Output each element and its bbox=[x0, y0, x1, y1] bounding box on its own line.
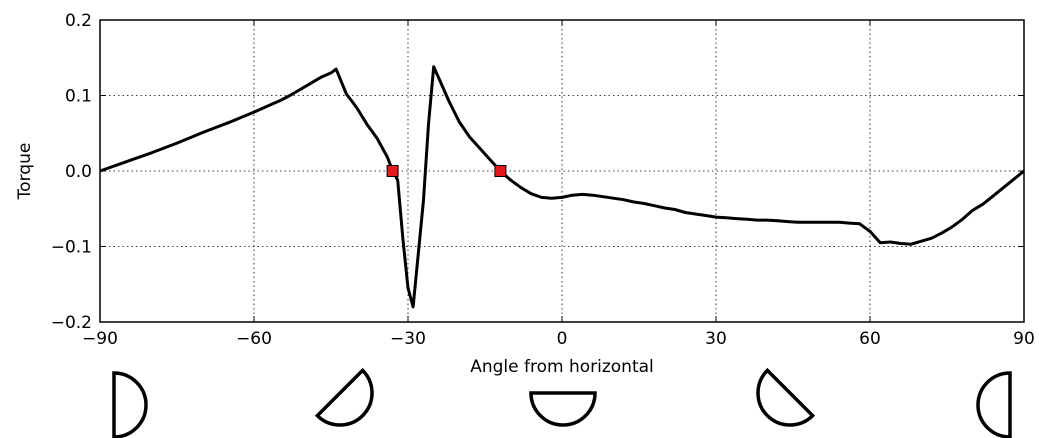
orientation-glyphs bbox=[112, 367, 1012, 438]
half-disk-tilted-icon bbox=[314, 367, 374, 427]
x-axis-label: Angle from horizontal bbox=[470, 357, 654, 377]
x-tick-label: 30 bbox=[705, 329, 727, 349]
half-disk-tilted-icon bbox=[756, 367, 816, 427]
axis-tick-labels: −90 −60 −30 0 30 60 90 −0.2 −0.1 0.0 0.1 0.2 bbox=[51, 11, 1035, 349]
marker-layer bbox=[386, 165, 507, 177]
y-tick-label: 0.0 bbox=[65, 162, 92, 182]
half-disk-flat-left-icon bbox=[976, 371, 1012, 438]
y-tick-label: −0.2 bbox=[51, 313, 92, 333]
half-disk-flat-top-icon bbox=[529, 391, 597, 427]
series-line bbox=[99, 65, 1025, 309]
series-layer bbox=[99, 65, 1025, 309]
equilibrium-marker bbox=[386, 165, 399, 177]
y-tick-label: 0.1 bbox=[65, 87, 92, 107]
axis-ticks bbox=[99, 19, 1025, 323]
y-axis-label: Torque bbox=[15, 143, 35, 201]
y-tick-label: 0.2 bbox=[65, 11, 92, 31]
x-tick-label: −30 bbox=[390, 329, 426, 349]
half-disk-flat-right-icon bbox=[112, 371, 148, 438]
x-tick-label: −60 bbox=[236, 329, 272, 349]
y-tick-label: −0.1 bbox=[51, 238, 92, 258]
x-tick-label: −90 bbox=[82, 329, 118, 349]
grid-lines bbox=[100, 20, 1024, 322]
x-tick-label: 90 bbox=[1013, 329, 1035, 349]
equilibrium-marker bbox=[494, 165, 507, 177]
x-tick-label: 60 bbox=[859, 329, 881, 349]
x-tick-label: 0 bbox=[557, 329, 568, 349]
